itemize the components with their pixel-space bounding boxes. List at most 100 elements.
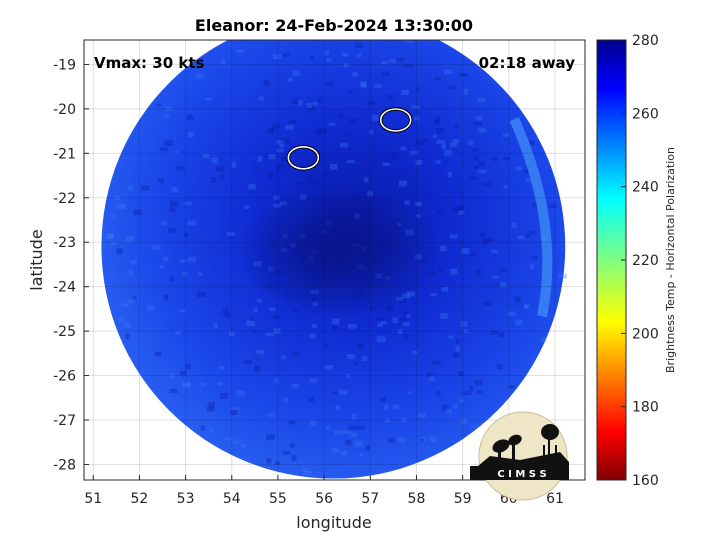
swath-speckle (334, 430, 344, 435)
swath-speckle (235, 49, 244, 53)
swath-speckle (331, 318, 340, 325)
swath-speckle (174, 150, 180, 154)
swath-speckle (324, 344, 329, 349)
swath-speckle (276, 148, 285, 153)
swath-speckle (329, 164, 338, 170)
swath-speckle (347, 90, 353, 94)
swath-speckle (114, 195, 120, 201)
y-axis-label: latitude (27, 229, 46, 290)
swath-speckle (117, 317, 126, 323)
swath-speckle (401, 89, 410, 96)
swath-speckle (491, 275, 499, 279)
swath-speckle (341, 52, 349, 57)
swath-speckle (311, 323, 317, 329)
storm-eye (236, 184, 440, 318)
swath-speckle (446, 408, 452, 414)
swath-speckle (331, 326, 339, 331)
swath-speckle (396, 57, 405, 62)
x-axis-label: longitude (296, 513, 371, 532)
swath-speckle (338, 112, 345, 119)
swath-speckle (470, 424, 479, 429)
swath-speckle (400, 146, 407, 151)
swath-speckle (164, 140, 173, 147)
x-tick-label: 56 (315, 491, 333, 507)
swath-speckle (187, 256, 197, 263)
swath-speckle (441, 286, 449, 292)
colorbar-ticks: 280 260 240 220 200 180 160 (621, 33, 659, 489)
swath-speckle (433, 119, 440, 125)
swath-speckle (366, 101, 375, 105)
swath-speckle (487, 237, 494, 242)
swath-speckle (275, 461, 280, 466)
swath-speckle (232, 440, 239, 444)
swath-speckle (130, 260, 137, 265)
x-tick-label: 59 (454, 491, 472, 507)
y-tick-label: -22 (53, 191, 76, 207)
swath-speckle (369, 129, 374, 135)
swath-speckle (436, 139, 445, 144)
y-tick-label: -27 (53, 413, 76, 429)
swath-speckle (303, 470, 313, 477)
swath-speckle (168, 228, 176, 233)
swath-speckle (540, 337, 547, 343)
swath-speckle (515, 319, 523, 326)
swath-speckle (469, 176, 476, 181)
y-tick-label: -28 (53, 457, 76, 473)
colorbar-label: Brightness Temp - Horizontal Polarizatio… (664, 147, 677, 373)
swath-speckle (215, 166, 224, 172)
swath-speckle (388, 438, 396, 444)
swath-speckle (477, 128, 486, 133)
swath-speckle (469, 252, 477, 256)
swath-speckle (347, 160, 356, 164)
swath-speckle (348, 425, 357, 431)
swath-speckle (276, 163, 285, 170)
swath-speckle (279, 144, 285, 148)
swath-speckle (435, 116, 441, 123)
swath-speckle (184, 201, 192, 206)
swath-speckle (417, 413, 426, 418)
swath-speckle (276, 140, 286, 145)
swath-speckle (244, 205, 250, 209)
swath-speckle (271, 124, 281, 129)
swath-speckle (452, 139, 460, 144)
swath-speckle (326, 58, 332, 63)
swath-speckle (161, 221, 168, 226)
swath-speckle (110, 241, 116, 246)
swath-speckle (263, 80, 270, 86)
swath-speckle (265, 434, 275, 440)
swath-speckle (197, 272, 203, 276)
swath-speckle (307, 105, 315, 111)
swath-speckle (455, 346, 460, 352)
swath-speckle (159, 265, 165, 269)
swath-speckle (169, 276, 174, 282)
swath-speckle (436, 127, 444, 134)
swath-speckle (298, 100, 303, 106)
swath-speckle (291, 383, 300, 388)
swath-speckle (230, 409, 238, 416)
swath-speckle (267, 412, 275, 418)
swath-speckle (304, 174, 312, 181)
swath-speckle (157, 178, 165, 184)
swath-speckle (384, 418, 391, 423)
swath-speckle (210, 176, 217, 183)
swath-speckle (228, 331, 236, 337)
swath-speckle (384, 404, 389, 411)
x-tick-label: 57 (361, 491, 379, 507)
swath-speckle (231, 161, 237, 168)
swath-speckle (116, 248, 123, 255)
swath-speckle (457, 371, 464, 376)
swath-speckle (517, 235, 526, 240)
swath-speckle (196, 73, 204, 79)
swath-speckle (107, 233, 114, 240)
swath-speckle (386, 94, 394, 100)
swath-speckle (411, 105, 420, 110)
swath-speckle (117, 204, 126, 209)
swath-speckle (217, 382, 223, 386)
swath-speckle (455, 339, 460, 344)
swath-speckle (281, 139, 290, 145)
swath-speckle (452, 352, 460, 358)
swath-speckle (443, 69, 453, 75)
swath-speckle (222, 308, 229, 315)
swath-speckle (356, 425, 365, 430)
y-tick-label: -23 (53, 235, 76, 251)
